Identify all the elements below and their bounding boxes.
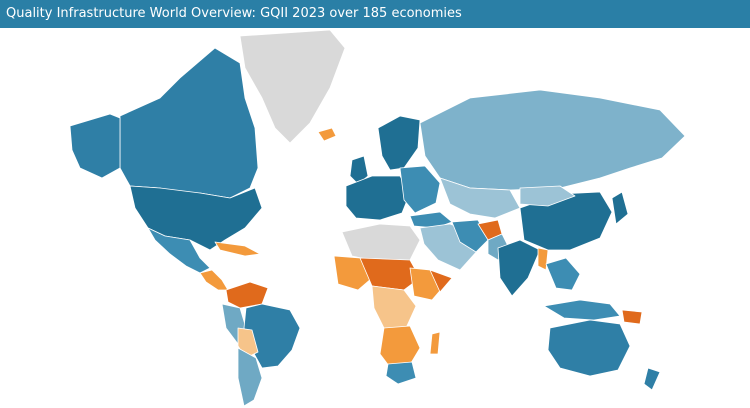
region-argentina-chile[interactable] [237,347,263,407]
region-horn-africa[interactable] [429,269,453,293]
world-map-svg[interactable] [0,28,750,408]
region-north-africa[interactable] [341,223,421,263]
region-indonesia[interactable] [543,299,621,321]
region-iran[interactable] [451,219,489,253]
region-iceland[interactable] [317,127,337,142]
region-greenland[interactable] [239,29,346,144]
region-central-america[interactable] [199,269,229,291]
region-india[interactable] [497,239,541,297]
region-eastern-europe[interactable] [399,165,441,214]
region-mexico[interactable] [147,227,211,274]
region-russia[interactable] [419,89,686,191]
region-central-asia[interactable] [439,177,521,219]
region-new-zealand[interactable] [643,367,661,391]
region-south-africa[interactable] [385,361,417,385]
region-papua-new-guinea[interactable] [621,309,643,325]
region-australia[interactable] [547,319,631,377]
region-china[interactable] [519,191,613,251]
region-mongolia[interactable] [519,185,576,207]
world-map[interactable] [0,28,750,408]
region-southeast-asia[interactable] [545,257,581,291]
region-canada[interactable] [119,47,259,199]
region-myanmar[interactable] [537,247,549,271]
region-western-europe[interactable] [345,175,411,221]
region-alaska[interactable] [69,113,121,179]
region-east-africa[interactable] [409,267,445,301]
map-title-bar: Quality Infrastructure World Overview: G… [0,0,750,28]
region-usa[interactable] [129,185,263,251]
region-japan-korea[interactable] [611,191,629,225]
map-title: Quality Infrastructure World Overview: G… [6,6,462,21]
region-madagascar[interactable] [429,331,441,355]
region-scandinavia[interactable] [377,115,421,171]
region-central-africa[interactable] [371,285,417,329]
region-caribbean[interactable] [214,241,261,257]
